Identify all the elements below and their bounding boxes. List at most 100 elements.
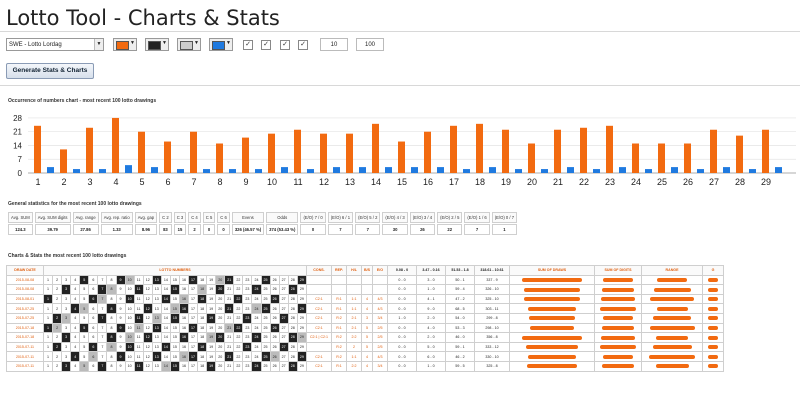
number-cell: 15 xyxy=(169,360,180,372)
bar-recent xyxy=(229,169,236,173)
number-cell: 18 xyxy=(197,341,208,353)
lottery-select[interactable]: SWE - Lotto Lordag ▼ xyxy=(6,38,104,51)
number-cell: 22 xyxy=(233,351,244,362)
rep-cell: R:1 xyxy=(331,303,347,314)
number-cell: 1 xyxy=(42,341,54,353)
number-cell: 27 xyxy=(278,312,289,324)
number-cell: 1 xyxy=(42,322,54,334)
number-cell: 28 xyxy=(287,303,298,314)
number-cell: 11 xyxy=(133,360,144,372)
color-picker-bars-2[interactable]: ▼ xyxy=(209,38,233,51)
number-cell: 2 xyxy=(52,322,63,334)
x-tick-label: 7 xyxy=(191,177,196,187)
number-cell: 19 xyxy=(206,312,217,324)
option-checkbox-1[interactable]: ✓ xyxy=(243,40,253,50)
gap-bar-cell xyxy=(702,322,724,334)
x-tick-label: 15 xyxy=(397,177,407,187)
bar-occurrence xyxy=(762,129,769,173)
r3-cell: 59 - 5 xyxy=(445,360,475,372)
number-cell: 7 xyxy=(97,312,108,324)
col-r3: 51.53 - 1.8 xyxy=(445,265,475,276)
table-row: 2015-08-08 1 2 3 4 5 6 7 8 9 10 11 12 13 14 15 16 17 18 19 2… xyxy=(6,274,724,286)
number-cell: 17 xyxy=(187,360,199,372)
number-cell: 10 xyxy=(124,322,135,334)
number-cell: 17 xyxy=(187,293,199,305)
color-picker-text[interactable]: ▼ xyxy=(145,38,169,51)
sumd-bar-cell xyxy=(594,341,642,353)
range-bar-cell xyxy=(641,351,703,362)
r3-cell: 59 - 1 xyxy=(445,341,475,353)
number-cell: 15 xyxy=(169,312,180,324)
number-cell: 21 xyxy=(224,332,235,343)
cons-cell: C2:1 xyxy=(306,360,332,372)
r1-cell: 0 - 0 xyxy=(387,332,417,343)
stats-header: C 3 xyxy=(173,212,187,223)
drawings-count-input[interactable]: 100 xyxy=(356,38,384,51)
x-tick-label: 22 xyxy=(579,177,589,187)
number-cell: 5 xyxy=(79,360,90,372)
number-cell: 25 xyxy=(260,322,271,334)
draw-date: 2015-07-11 xyxy=(6,360,44,372)
number-cell: 26 xyxy=(269,303,280,314)
option-checkbox-4[interactable]: ✓ xyxy=(298,40,308,50)
number-cell: 10 xyxy=(124,312,135,324)
r4-cell: 299 - 8 xyxy=(474,312,510,324)
color-swatch xyxy=(212,41,225,50)
sum-bar xyxy=(528,306,576,311)
number-cell: 3 xyxy=(61,341,72,353)
cons-cell: C2:1 xyxy=(306,312,332,324)
option-checkbox-2[interactable]: ✓ xyxy=(261,40,271,50)
color-swatch xyxy=(180,41,193,50)
col-r2: 3.47 - 0.16 xyxy=(416,265,446,276)
number-cell: 28 xyxy=(287,322,298,334)
number-cell: 2 xyxy=(52,293,63,305)
draws-table: DRAW DATE LOTTO NUMBERS CONS. REP. H/L B… xyxy=(6,265,724,372)
number-cell: 4 xyxy=(70,332,81,343)
number-cell: 17 xyxy=(187,284,199,295)
hl-cell: 1:1 xyxy=(346,293,362,305)
bar-occurrence xyxy=(658,143,665,173)
number-cell: 28 xyxy=(287,274,298,286)
sumd-bar-cell xyxy=(594,293,642,305)
interval-input[interactable]: 10 xyxy=(320,38,348,51)
eo-cell: 2/5 xyxy=(372,332,388,343)
x-tick-label: 3 xyxy=(87,177,92,187)
number-cell: 8 xyxy=(106,332,117,343)
draws-table-wrapper: DRAW DATE LOTTO NUMBERS CONS. REP. H/L B… xyxy=(6,265,724,372)
table-section-title: Charts & Stats the most recent 100 lotto… xyxy=(8,253,127,259)
sumd-bar xyxy=(602,287,634,292)
draw-date: 2015-07-25 xyxy=(6,303,44,314)
number-cell: 18 xyxy=(197,274,208,286)
draw-date: 2015-07-11 xyxy=(6,351,44,362)
option-checkbox-3[interactable]: ✓ xyxy=(280,40,290,50)
bar-occurrence xyxy=(424,131,431,173)
number-cell: 6 xyxy=(88,303,99,314)
r2-cell: 5 - 0 xyxy=(416,341,446,353)
color-picker-grid[interactable]: ▼ xyxy=(177,38,201,51)
number-cell: 13 xyxy=(151,351,162,362)
rep-cell: R:2 xyxy=(331,351,347,362)
gap-bar-cell xyxy=(702,274,724,286)
number-cell: 12 xyxy=(142,312,153,324)
number-cell: 6 xyxy=(88,274,99,286)
sumd-bar xyxy=(600,306,636,311)
color-picker-bars-1[interactable]: ▼ xyxy=(113,38,137,51)
number-cell: 2 xyxy=(52,351,63,362)
number-cell: 27 xyxy=(278,293,289,305)
r1-cell: 0 - 0 xyxy=(387,341,417,353)
stats-header: Avg. SUM digits xyxy=(34,212,71,223)
number-cell: 17 xyxy=(187,332,199,343)
sumd-bar xyxy=(603,316,633,321)
number-cell: 23 xyxy=(242,274,253,286)
number-cell: 12 xyxy=(142,360,153,372)
bar-occurrence xyxy=(112,117,119,173)
bs-cell: 4 xyxy=(361,351,373,362)
bar-occurrence xyxy=(164,141,171,173)
generate-button[interactable]: Generate Stats & Charts xyxy=(6,63,94,79)
number-cell: 17 xyxy=(187,322,199,334)
number-cell: 26 xyxy=(269,274,280,286)
bar-occurrence xyxy=(450,125,457,173)
stats-value: 0 xyxy=(202,224,216,235)
number-cell: 12 xyxy=(142,341,153,353)
